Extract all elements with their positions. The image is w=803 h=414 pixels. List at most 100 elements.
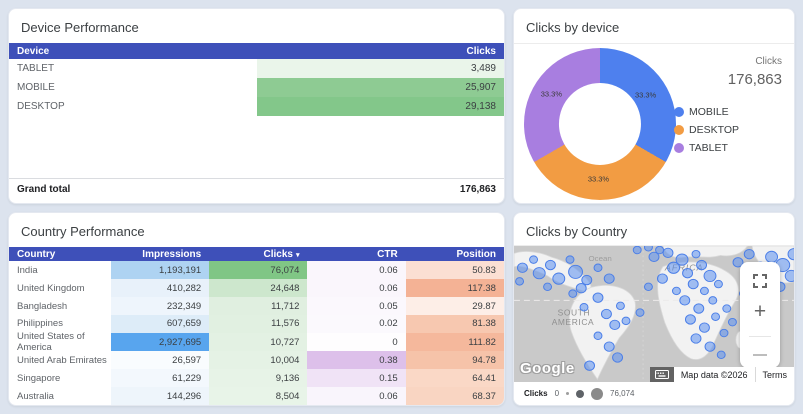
clicks-column-header[interactable]: Clicks	[466, 45, 496, 57]
donut-chart-area: 33.3% 33.3% 33.3% Clicks 176,863 MOBILE …	[514, 44, 794, 203]
impressions-cell: 1,193,191	[110, 261, 210, 280]
map-label-south: SOUTH	[558, 309, 590, 318]
country-name-cell: Philippines	[17, 318, 63, 330]
position-column-header[interactable]: Position	[456, 248, 496, 260]
legend-label: MOBILE	[689, 106, 729, 118]
metric-value: 176,863	[727, 71, 782, 88]
donut-hole	[558, 82, 642, 166]
device-table-row[interactable]: DESKTOP 29,138	[9, 97, 504, 116]
country-table-row[interactable]: Australia 144,296 8,504 0.06 68.37	[9, 387, 504, 405]
legend-item[interactable]: MOBILE	[674, 106, 782, 118]
country-name-cell: Australia	[17, 390, 54, 402]
map-data-notice: Map data ©2026	[673, 367, 755, 382]
clicks-cell: 10,004	[209, 351, 308, 370]
map-label-ocean: Ocean	[588, 254, 611, 263]
country-column-header[interactable]: Country	[17, 248, 56, 260]
country-table-header: Country Impressions Clicks ▾ CTR Position	[9, 247, 504, 262]
device-name-cell: DESKTOP	[17, 101, 65, 112]
device-name-cell: TABLET	[17, 63, 55, 74]
google-logo[interactable]: Google	[520, 360, 575, 377]
zoom-in-button[interactable]: +	[753, 300, 767, 323]
bubble-size-legend: Clicks 0 76,074	[514, 382, 794, 405]
country-table-row[interactable]: Singapore 61,229 9,136 0.15 64.41	[9, 369, 504, 388]
sort-desc-icon: ▾	[295, 251, 300, 259]
country-performance-card: Country Performance Country Impressions …	[8, 212, 505, 406]
impressions-cell: 2,927,695	[110, 332, 210, 352]
map-canvas[interactable]: Ocean SOUTH AMERICA AFRICA + Google	[514, 246, 794, 382]
country-performance-title: Country Performance	[21, 224, 145, 239]
position-cell: 68.37	[405, 387, 504, 405]
device-clicks-cell: 3,489	[256, 59, 504, 78]
impressions-cell: 410,282	[110, 279, 210, 298]
ctr-cell: 0.02	[307, 315, 406, 333]
ctr-cell: 0.05	[307, 297, 406, 316]
donut-chart[interactable]: 33.3% 33.3% 33.3%	[524, 48, 676, 200]
position-cell: 94.78	[405, 351, 504, 370]
country-name-cell: Bangladesh	[17, 300, 68, 312]
clicks-by-device-card: Clicks by device 33.3% 33.3% 33.3% Click…	[513, 8, 795, 204]
position-cell: 117.38	[405, 279, 504, 298]
fullscreen-icon[interactable]	[753, 274, 767, 288]
device-performance-title: Device Performance	[21, 20, 139, 35]
clicks-column-header-sorted[interactable]: Clicks ▾	[263, 248, 300, 260]
impressions-cell: 144,296	[110, 387, 210, 405]
bubble-size-small-icon	[566, 392, 570, 395]
map-label-america: AMERICA	[552, 318, 595, 327]
legend-color-dot	[674, 143, 684, 153]
position-cell: 81.38	[405, 315, 504, 333]
device-table-row[interactable]: TABLET 3,489	[9, 59, 504, 78]
country-table-row[interactable]: Philippines 607,659 11,576 0.02 81.38	[9, 315, 504, 333]
device-name-cell: MOBILE	[17, 82, 55, 93]
country-name-cell: United States of America	[17, 331, 85, 354]
impressions-cell: 26,597	[110, 351, 210, 370]
terms-link[interactable]: Terms	[754, 367, 794, 382]
bubble-legend-max: 76,074	[610, 389, 635, 398]
bubble-size-large-icon	[591, 387, 604, 400]
impressions-cell: 232,349	[110, 297, 210, 316]
zoom-divider	[749, 336, 771, 337]
clicks-cell: 10,727	[209, 332, 308, 352]
map-controls: +	[740, 262, 780, 368]
clicks-cell: 76,074	[209, 261, 308, 280]
keyboard-icon	[654, 370, 669, 379]
bubble-legend-label: Clicks	[524, 389, 548, 398]
clicks-cell: 11,712	[209, 297, 308, 316]
legend-item[interactable]: DESKTOP	[674, 124, 782, 136]
country-name-cell: India	[17, 264, 38, 276]
legend-item[interactable]: TABLET	[674, 142, 782, 154]
country-name-cell: United Kingdom	[17, 282, 85, 294]
position-cell: 64.41	[405, 369, 504, 388]
position-cell: 29.87	[405, 297, 504, 316]
ctr-cell: 0.06	[307, 279, 406, 298]
map-attribution: Map data ©2026 Terms	[649, 367, 794, 382]
device-performance-card: Device Performance Device Clicks TABLET …	[8, 8, 505, 204]
clicks-cell: 11,576	[209, 315, 308, 333]
legend-color-dot	[674, 107, 684, 117]
zoom-out-button[interactable]	[753, 354, 767, 356]
country-table-row[interactable]: United Arab Emirates 26,597 10,004 0.38 …	[9, 351, 504, 370]
clicks-cell: 9,136	[209, 369, 308, 388]
country-table-row[interactable]: Bangladesh 232,349 11,712 0.05 29.87	[9, 297, 504, 316]
impressions-column-header[interactable]: Impressions	[142, 248, 202, 260]
country-table-row[interactable]: India 1,193,191 76,074 0.06 50.83	[9, 261, 504, 280]
bubble-legend-min: 0	[554, 389, 560, 398]
bubble-size-medium-icon	[576, 389, 585, 398]
country-table-row[interactable]: United Kingdom 410,282 24,648 0.06 117.3…	[9, 279, 504, 298]
device-clicks-cell: 25,907	[256, 78, 504, 97]
clicks-by-device-title: Clicks by device	[514, 9, 794, 44]
device-table-row[interactable]: MOBILE 25,907	[9, 78, 504, 97]
clicks-cell: 8,504	[209, 387, 308, 405]
ctr-column-header[interactable]: CTR	[377, 248, 398, 260]
legend-label: TABLET	[689, 142, 728, 154]
country-table-row[interactable]: United States of America 2,927,695 10,72…	[9, 331, 504, 354]
grand-total-value: 176,863	[459, 184, 496, 195]
clicks-cell: 24,648	[209, 279, 308, 298]
keyboard-shortcuts-button[interactable]	[649, 367, 674, 382]
clicks-by-country-card: Clicks by Country Ocean SOUTH	[513, 212, 795, 406]
map-label-africa: AFRICA	[664, 263, 704, 273]
device-clicks-cell: 29,138	[256, 97, 504, 116]
slice-label-desktop: 33.3%	[587, 174, 610, 184]
device-column-header[interactable]: Device	[17, 45, 50, 57]
grand-total-label: Grand total	[17, 184, 71, 195]
